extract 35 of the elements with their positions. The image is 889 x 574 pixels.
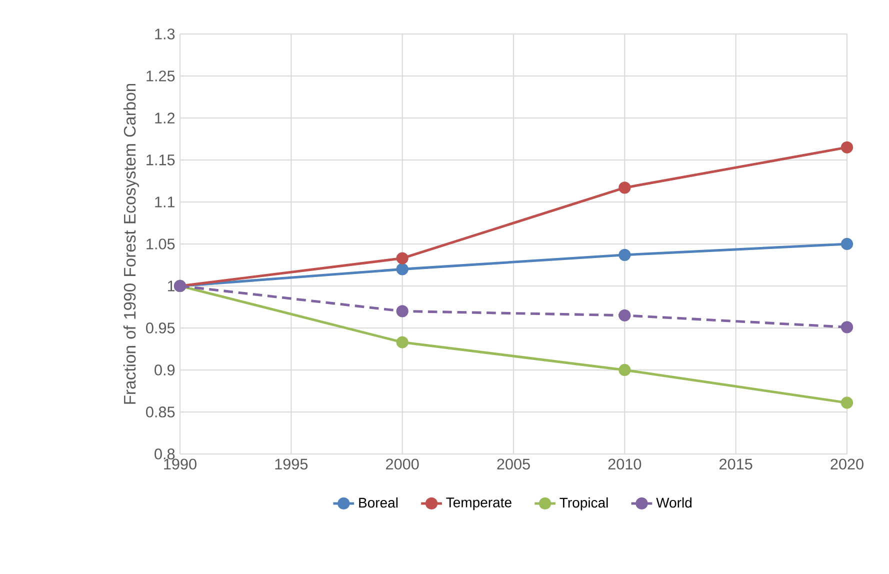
y-axis-title: Fraction of 1990 Forest Ecosystem Carbon	[123, 84, 139, 404]
legend-label: Tropical	[560, 497, 608, 510]
y-tick-label: 1.05	[146, 238, 175, 250]
y-tick-label: 1.15	[146, 154, 175, 166]
y-tick-label: 1.3	[155, 28, 175, 40]
point	[840, 141, 854, 154]
x-tick-label: 2005	[497, 458, 530, 470]
x-tick-label: 2010	[608, 458, 642, 470]
x-tick-label: 1990	[164, 458, 196, 470]
y-tick-label: 0.8	[154, 448, 175, 460]
y-tick-label: 0.85	[146, 406, 175, 418]
point	[618, 248, 631, 261]
y-tick-label: 1.25	[146, 70, 175, 82]
y-tick-label: 0.95	[146, 322, 175, 334]
x-tick-label: 1995	[275, 458, 308, 470]
legend-label: World	[656, 497, 692, 508]
point	[618, 309, 631, 322]
point	[396, 252, 408, 264]
point	[618, 182, 631, 194]
x-tick-label: 2020	[830, 458, 864, 470]
point	[396, 305, 408, 318]
legend-label: Boreal	[359, 497, 398, 508]
y-tick-label: 1.1	[155, 196, 175, 208]
point	[396, 336, 408, 348]
y-tick-label: 1.2	[155, 112, 175, 124]
point	[840, 321, 854, 334]
y-tick-label: 1	[168, 280, 175, 292]
point	[840, 396, 854, 409]
y-tick-label: 0.9	[154, 364, 175, 376]
legend-label: Temperate	[446, 498, 512, 510]
point	[840, 238, 854, 250]
x-tick-label: 2015	[720, 458, 752, 470]
x-tick-label: 2000	[386, 458, 419, 470]
point	[618, 364, 631, 376]
point	[396, 263, 408, 276]
